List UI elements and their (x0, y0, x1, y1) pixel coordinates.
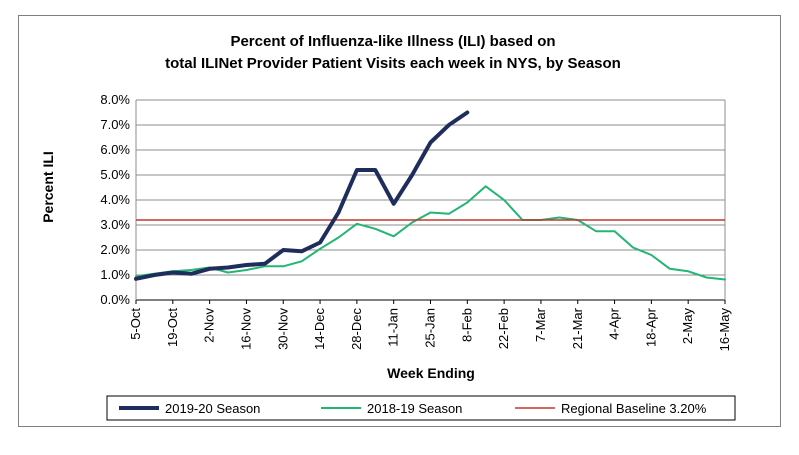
x-tick-label: 8-Feb (459, 308, 474, 342)
y-tick-label: 7.0% (100, 117, 130, 132)
chart-svg: Percent of Influenza-like Illness (ILI) … (40, 33, 736, 421)
series-line-2 (135, 185, 726, 281)
x-tick-label: 19-Oct (165, 308, 180, 347)
x-tick-label: 2-May (680, 308, 695, 345)
grid-layer (135, 99, 726, 301)
x-tick-label: 28-Dec (349, 308, 364, 350)
x-tick-label: 16-May (717, 308, 732, 352)
y-tick-label: 4.0% (100, 192, 130, 207)
x-tick-label: 11-Jan (386, 308, 401, 347)
x-tick-label: 22-Feb (496, 308, 511, 349)
y-axis-title: Percent ILI (40, 151, 56, 223)
x-tick-label: 4-Apr (607, 307, 622, 339)
series-layer (134, 110, 726, 281)
y-tick-label: 5.0% (100, 167, 130, 182)
x-tick-labels: 5-Oct 19-Oct 2-Nov 16-Nov 30-Nov 14-Dec 28-Dec… (128, 300, 732, 351)
chart-title: Percent of Influenza-like Illness (ILI) … (230, 33, 555, 50)
x-tick-label: 16-Nov (238, 308, 253, 350)
x-axis-title: Week Ending (387, 365, 475, 381)
x-tick-label: 18-Apr (643, 307, 658, 347)
legend-box (106, 395, 736, 421)
legend: 2019-20 Season 2018-19 Season Regional Bas… (106, 395, 736, 421)
x-tick-label: 7-Mar (533, 307, 548, 342)
y-tick-label: 2.0% (100, 242, 130, 257)
series-line-1 (134, 110, 470, 281)
y-tick-label: 8.0% (100, 92, 130, 107)
x-tick-label: 21-Mar (570, 307, 585, 349)
x-tick-label: 14-Dec (312, 308, 327, 350)
legend-label: 2018-19 Season (367, 401, 462, 416)
x-tick-label: 5-Oct (128, 308, 143, 340)
y-tick-label: 0.0% (100, 292, 130, 307)
y-tick-labels: 0.0% 1.0% 2.0% 3.0% 4.0% 5.0% 6.0% 7.0% 8.0% (100, 92, 130, 307)
y-tick-label: 1.0% (100, 267, 130, 282)
x-tick-label: 2-Nov (202, 308, 217, 343)
legend-label: 2019-20 Season (165, 401, 260, 416)
chart-frame: Percent of Influenza-like Illness (ILI) … (18, 15, 781, 427)
x-tick-label: 25-Jan (423, 308, 438, 348)
legend-label: Regional Baseline 3.20% (561, 401, 707, 416)
chart-subtitle: total ILINet Provider Patient Visits eac… (165, 55, 621, 72)
y-tick-label: 6.0% (100, 142, 130, 157)
x-tick-label: 30-Nov (275, 308, 290, 350)
y-tick-label: 3.0% (100, 217, 130, 232)
